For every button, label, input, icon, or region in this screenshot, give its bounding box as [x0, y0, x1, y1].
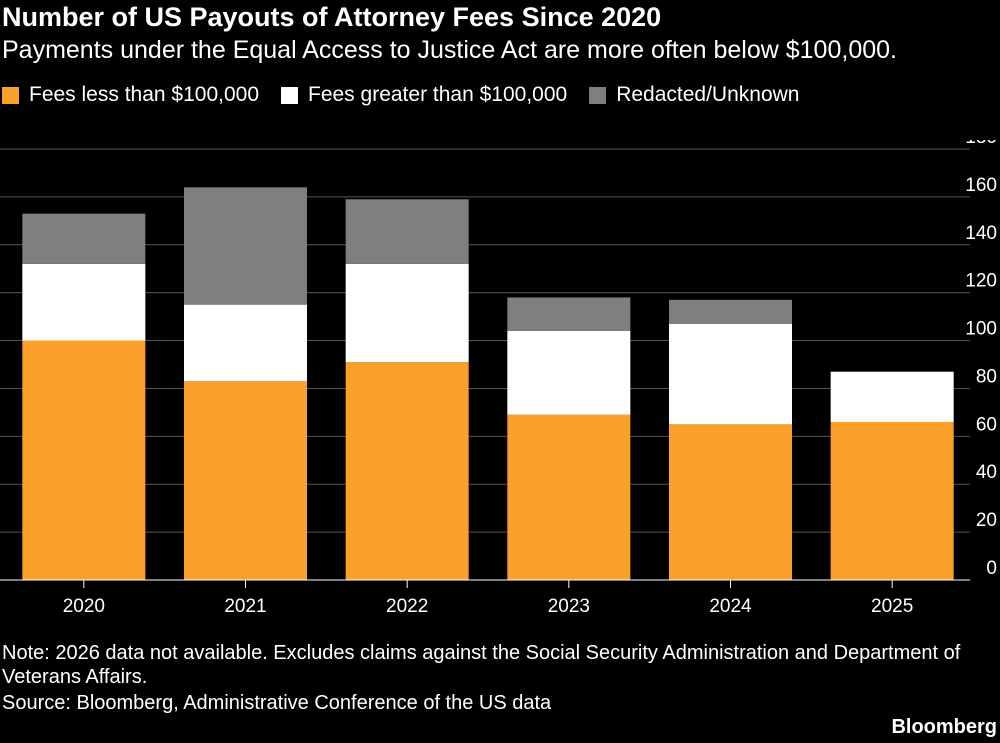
y-tick-label: 40 [976, 462, 997, 483]
legend: Fees less than $100,000 Fees greater tha… [2, 82, 821, 108]
chart-subtitle: Payments under the Equal Access to Justi… [2, 36, 897, 64]
x-tick-label: 2022 [386, 596, 428, 617]
chart-note: Note: 2026 data not available. Excludes … [2, 642, 961, 688]
bar-segment-fees-greater [184, 304, 307, 382]
x-tick-label: 2020 [63, 596, 105, 617]
bar-segment-fees-less [22, 340, 146, 580]
y-tick-label: 80 [976, 366, 997, 387]
bar-segment-fees-greater [345, 263, 469, 363]
legend-swatch-fees-less [2, 86, 19, 104]
y-tick-label: 60 [976, 414, 997, 435]
y-tick-label: 180 [965, 140, 997, 148]
bar-segment-fees-less [669, 424, 792, 580]
x-tick-label: 2025 [871, 596, 913, 617]
bar-segment-fees-less [507, 414, 631, 580]
y-tick-label: 120 [965, 271, 997, 292]
legend-swatch-redacted [589, 86, 607, 104]
y-tick-label: 20 [976, 510, 997, 531]
x-tick-label: 2024 [709, 596, 752, 617]
bloomberg-logo: Bloomberg [891, 716, 997, 738]
chart-title: Number of US Payouts of Attorney Fees Si… [2, 2, 662, 32]
bar-segment-redacted [345, 199, 469, 264]
legend-swatch-fees-greater [281, 86, 298, 104]
bar-segment-fees-greater [830, 371, 954, 422]
chart-source: Source: Bloomberg, Administrative Confer… [2, 692, 552, 714]
bar-segment-redacted [669, 299, 792, 324]
legend-label-redacted: Redacted/Unknown [616, 83, 800, 106]
legend-item-redacted: Redacted/Unknown [589, 83, 799, 107]
legend-label-fees-less: Fees less than $100,000 [29, 83, 259, 106]
y-tick-label: 140 [965, 223, 997, 244]
bar-segment-fees-greater [22, 263, 146, 341]
y-tick-label: 100 [965, 319, 997, 340]
legend-item-fees-greater: Fees greater than $100,000 [281, 83, 567, 107]
bar-segment-redacted [184, 187, 307, 305]
x-tick-label: 2023 [548, 596, 590, 617]
legend-item-fees-less: Fees less than $100,000 [2, 83, 259, 107]
bar-segment-fees-less [830, 421, 954, 580]
legend-label-fees-greater: Fees greater than $100,000 [308, 83, 568, 106]
bar-segment-redacted [507, 297, 631, 331]
bar-segment-redacted [22, 213, 146, 264]
stacked-bar-chart: 0 20 40 60 80 100 120 140 160 180 2020 2021 2022 2023… [0, 140, 997, 617]
y-tick-label: 0 [986, 558, 997, 579]
bar-segment-fees-less [184, 381, 307, 580]
bar-segment-fees-greater [507, 330, 631, 415]
y-tick-label: 160 [965, 175, 997, 196]
bar-segment-fees-greater [669, 323, 792, 425]
bar-segment-fees-less [345, 362, 469, 580]
x-tick-label: 2021 [224, 596, 266, 617]
